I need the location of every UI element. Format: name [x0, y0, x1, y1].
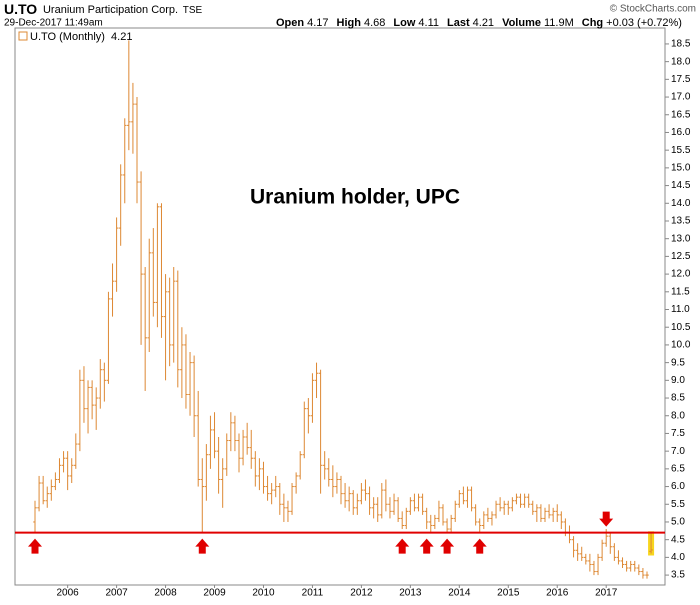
quote-value: 11.9M	[544, 17, 574, 29]
y-tick-label: 18.5	[671, 39, 691, 50]
y-tick-label: 13.0	[671, 233, 691, 244]
quote-value: 4.21	[473, 17, 494, 29]
quote-label: Low	[393, 17, 415, 29]
y-tick-label: 5.0	[671, 517, 685, 528]
quote-value: 4.68	[364, 17, 385, 29]
x-tick-label: 2012	[350, 588, 373, 599]
y-tick-label: 10.5	[671, 322, 691, 333]
arrow	[599, 511, 614, 527]
legend-icon	[18, 31, 28, 41]
y-tick-label: 9.0	[671, 375, 685, 386]
header-title: U.TO Uranium Participation Corp. TSE	[4, 1, 202, 17]
arrow	[195, 538, 210, 554]
timestamp: 29-Dec-2017 11:49am	[4, 18, 103, 29]
y-tick-label: 12.0	[671, 269, 691, 280]
quote-label: Chg	[582, 17, 603, 29]
y-tick-label: 12.5	[671, 251, 691, 262]
x-tick-label: 2008	[154, 588, 177, 599]
x-tick-label: 2009	[203, 588, 226, 599]
quote-label: Last	[447, 17, 470, 29]
exchange: TSE	[183, 5, 203, 16]
quote: Open 4.17 High 4.68 Low 4.11 Last 4.21 Volume 11.…	[276, 17, 682, 29]
arrow	[472, 538, 487, 554]
y-tick-label: 16.0	[671, 127, 691, 138]
legend-name: U.TO (Monthly)	[30, 31, 105, 43]
y-tick-label: 4.0	[671, 552, 685, 563]
company: Uranium Participation Corp.	[43, 4, 178, 16]
y-tick-label: 14.5	[671, 180, 691, 191]
x-tick-label: 2011	[302, 588, 324, 599]
x-tick-label: 2015	[497, 588, 520, 599]
credit: © StockCharts.com	[610, 4, 696, 15]
arrow	[395, 538, 410, 554]
plot-area	[14, 27, 666, 586]
y-tick-label: 7.0	[671, 446, 685, 457]
x-tick-label: 2016	[546, 588, 569, 599]
symbol: U.TO	[4, 1, 37, 17]
y-tick-label: 17.5	[671, 74, 691, 85]
y-tick-label: 8.5	[671, 393, 685, 404]
arrow	[28, 538, 42, 554]
y-tick-label: 4.5	[671, 534, 685, 545]
x-tick-label: 2014	[448, 588, 471, 599]
annotation: Uranium holder, UPC	[250, 186, 460, 209]
arrow	[419, 538, 434, 554]
quote-value: +0.03 (+0.72%)	[606, 17, 682, 29]
x-tick-label: 2017	[595, 588, 618, 599]
arrow	[440, 538, 455, 554]
y-tick-label: 6.0	[671, 481, 685, 492]
quote-value: 4.17	[307, 17, 328, 29]
x-tick-label: 2013	[399, 588, 422, 599]
y-tick-label: 13.5	[671, 216, 691, 227]
x-tick-label: 2007	[105, 588, 128, 599]
quote-value: 4.11	[418, 17, 439, 29]
y-tick-label: 15.5	[671, 145, 691, 156]
y-tick-label: 14.0	[671, 198, 691, 209]
y-tick-label: 5.5	[671, 499, 685, 510]
quote-label: Open	[276, 17, 304, 29]
y-tick-label: 11.0	[671, 304, 690, 315]
y-tick-label: 11.5	[671, 286, 690, 297]
quote-label: High	[337, 17, 362, 29]
legend-value: 4.21	[111, 31, 132, 43]
y-tick-label: 18.0	[671, 56, 691, 67]
legend: U.TO (Monthly) 4.21	[30, 31, 132, 43]
y-tick-label: 9.5	[671, 357, 685, 368]
y-tick-label: 15.0	[671, 163, 691, 174]
y-tick-label: 16.5	[671, 109, 691, 120]
x-tick-label: 2006	[57, 588, 80, 599]
y-tick-label: 7.5	[671, 428, 685, 439]
y-tick-label: 8.0	[671, 410, 685, 421]
y-tick-label: 17.0	[671, 92, 691, 103]
y-tick-label: 3.5	[671, 570, 685, 581]
quote-label: Volume	[502, 17, 541, 29]
y-tick-label: 10.0	[671, 340, 691, 351]
x-tick-label: 2010	[252, 588, 275, 599]
y-tick-label: 6.5	[671, 463, 685, 474]
